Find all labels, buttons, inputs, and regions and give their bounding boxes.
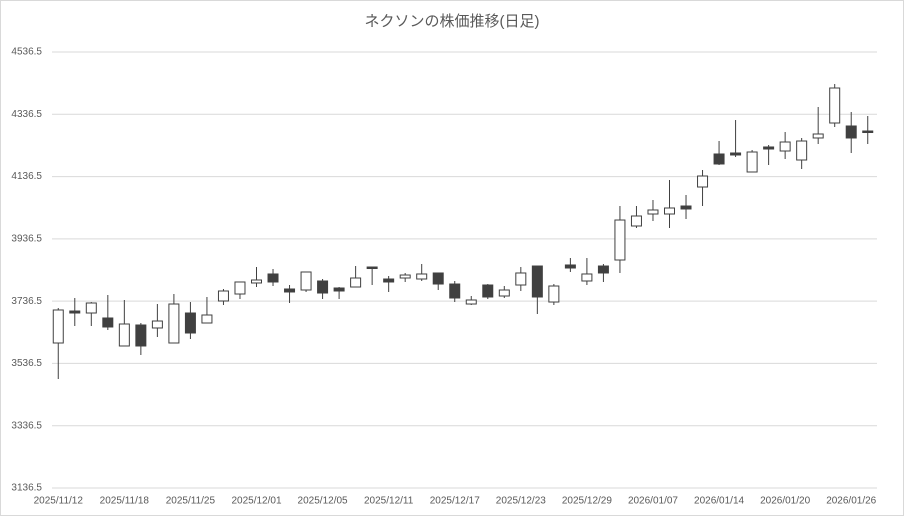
candle-body (564, 264, 576, 269)
candle-body (730, 152, 742, 156)
y-tick-label: 4336.5 (11, 109, 42, 120)
y-tick-label: 4136.5 (11, 171, 42, 182)
candle-body (251, 279, 262, 284)
candle-body (581, 273, 593, 282)
y-tick-label: 3336.5 (11, 420, 42, 431)
candle-body (267, 273, 279, 283)
candle-body (812, 133, 824, 139)
candle-body (217, 290, 229, 302)
candle-body (498, 289, 510, 297)
candle-body (416, 273, 428, 280)
candle-body (713, 153, 725, 165)
candle-body (284, 288, 296, 293)
candle-body (52, 309, 64, 344)
x-tick-label: 2025/11/25 (166, 496, 216, 507)
x-tick-label: 2025/12/29 (562, 496, 612, 507)
candle-body (763, 146, 775, 150)
candle-body (630, 215, 642, 227)
y-tick-label: 4536.5 (11, 47, 42, 58)
y-tick-label: 3136.5 (11, 483, 42, 494)
x-tick-label: 2025/12/05 (298, 496, 348, 507)
candle-body (548, 285, 560, 303)
candle-body (383, 278, 395, 283)
x-tick-label: 2025/12/17 (430, 496, 480, 507)
y-tick-label: 3936.5 (11, 233, 42, 244)
x-tick-label: 2026/01/20 (760, 496, 810, 507)
candle-body (102, 317, 114, 328)
candle-body (482, 284, 494, 298)
candle-body (317, 280, 329, 294)
x-tick-label: 2026/01/14 (694, 496, 744, 507)
candle-body (664, 207, 675, 215)
x-tick-label: 2025/12/11 (364, 496, 414, 507)
y-tick-label: 3736.5 (11, 296, 42, 307)
candle-body (680, 205, 692, 210)
candle-body (350, 277, 362, 288)
x-tick-label: 2025/12/23 (496, 496, 546, 507)
chart-title: ネクソンの株価推移(日足) (365, 13, 540, 30)
candle-body (531, 265, 543, 298)
candle-body (118, 323, 130, 347)
candle-body (697, 175, 709, 188)
candle-body (746, 151, 758, 173)
candle-body (234, 281, 246, 295)
candle-body (465, 299, 477, 305)
x-tick-label: 2026/01/07 (628, 496, 678, 507)
candle-body (151, 320, 163, 329)
candle-body (184, 312, 196, 334)
candle-body (399, 274, 411, 279)
candle-body (829, 87, 841, 124)
candle-body (845, 125, 857, 139)
candle-body (597, 265, 609, 274)
candle-body (85, 302, 97, 314)
candle-body (432, 272, 444, 285)
candle-body (515, 272, 527, 286)
x-tick-label: 2025/11/12 (34, 496, 84, 507)
candle-body (300, 271, 312, 291)
candle-body (862, 130, 874, 134)
candle-body (779, 141, 791, 152)
candle-body (366, 266, 378, 270)
candle-body (647, 209, 659, 215)
y-tick-label: 3536.5 (11, 358, 42, 369)
candle-body (135, 324, 147, 347)
candle-body (449, 283, 461, 299)
candle-body (69, 310, 81, 314)
x-tick-label: 2025/11/18 (100, 496, 150, 507)
candle-body (168, 303, 180, 344)
x-tick-label: 2025/12/01 (231, 496, 281, 507)
candle-body (614, 219, 626, 261)
candle-body (333, 287, 345, 292)
x-tick-label: 2026/01/26 (826, 496, 876, 507)
candle-body (201, 314, 213, 324)
candle-body (796, 140, 808, 161)
